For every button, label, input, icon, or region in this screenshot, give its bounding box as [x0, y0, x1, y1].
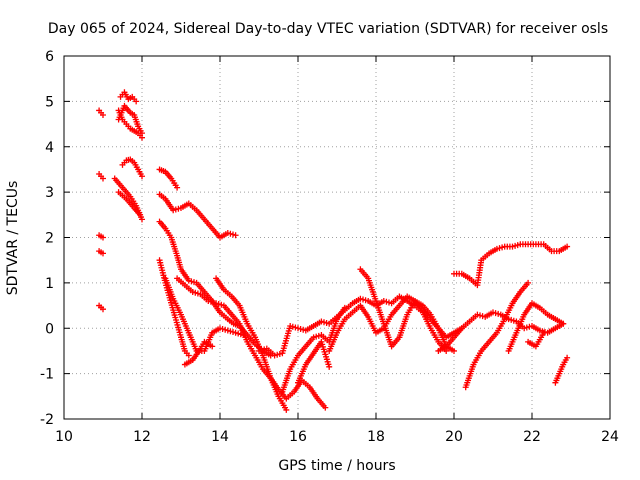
series-arc-ac	[525, 329, 547, 350]
series-arc-h	[115, 102, 145, 137]
data-point	[100, 175, 106, 182]
x-axis-label: GPS time / hours	[278, 458, 395, 474]
data-point	[100, 234, 106, 241]
y-tick-label: 6	[45, 49, 54, 65]
x-tick-label: 14	[211, 429, 229, 445]
series-arc-a	[96, 107, 106, 118]
series-arc-r	[174, 275, 329, 411]
series-arc-ad	[552, 354, 571, 386]
chart-title: Day 065 of 2024, Sidereal Day-to-day VTE…	[48, 21, 608, 37]
x-tick-label: 22	[523, 429, 541, 445]
y-tick-label: -1	[40, 367, 54, 383]
series-arc-l	[156, 166, 181, 191]
data-point	[560, 320, 567, 327]
x-tick-label: 16	[289, 429, 307, 445]
data-point	[341, 304, 348, 311]
data-point	[137, 211, 144, 218]
x-tick-label: 10	[55, 429, 73, 445]
series-arc-d	[96, 248, 106, 257]
data-point	[100, 111, 106, 118]
x-tick-label: 18	[367, 429, 385, 445]
plot-frame	[63, 55, 611, 420]
y-tick-label: 4	[45, 140, 54, 156]
y-tick-label: 0	[45, 321, 54, 337]
series-arc-i	[119, 156, 145, 180]
series-arc-n	[156, 218, 274, 359]
y-tick-label: 3	[45, 185, 54, 201]
series-arc-o	[156, 257, 192, 359]
series-arc-k	[115, 189, 144, 218]
series-arc-e	[96, 302, 106, 313]
grid	[64, 56, 610, 419]
data-point	[232, 232, 239, 239]
data-point	[322, 404, 329, 411]
series-arc-z	[451, 241, 571, 289]
data-point	[139, 173, 145, 180]
x-tick-label: 20	[445, 429, 463, 445]
series-arc-c	[96, 232, 106, 241]
data-point	[174, 184, 181, 191]
data-point	[283, 406, 290, 413]
series-arc-v	[295, 338, 333, 386]
data-point	[139, 216, 145, 223]
x-tick-label: 24	[601, 429, 619, 445]
data-point	[564, 243, 571, 250]
data-point	[326, 363, 333, 370]
x-tick-label: 12	[133, 429, 151, 445]
y-axis-label: SDTVAR / TECUs	[5, 181, 21, 296]
y-tick-label: 2	[45, 231, 54, 247]
data-point	[139, 130, 145, 137]
series-arc-aa	[462, 279, 532, 391]
series-arc-t	[256, 293, 450, 359]
data-markers	[96, 89, 571, 413]
series-arc-u	[279, 304, 348, 395]
data-point	[540, 329, 547, 336]
y-tick-label: 5	[45, 94, 54, 110]
data-point	[564, 354, 571, 361]
series-arc-m	[156, 191, 239, 241]
data-point	[525, 279, 532, 286]
series-arc-q	[181, 338, 216, 368]
series-arc-b	[96, 170, 106, 182]
y-tick-label: -2	[40, 412, 54, 428]
data-point	[100, 250, 106, 257]
series-arc-ab	[505, 300, 567, 354]
data-point	[185, 352, 192, 359]
series-arc-x	[357, 266, 465, 350]
data-point	[451, 347, 457, 354]
y-tick-label: 1	[45, 276, 54, 292]
data-point	[209, 343, 216, 350]
data-point	[100, 306, 106, 313]
series-arc-g	[117, 89, 140, 105]
series-arc-s	[213, 275, 290, 413]
data-point	[133, 98, 140, 105]
